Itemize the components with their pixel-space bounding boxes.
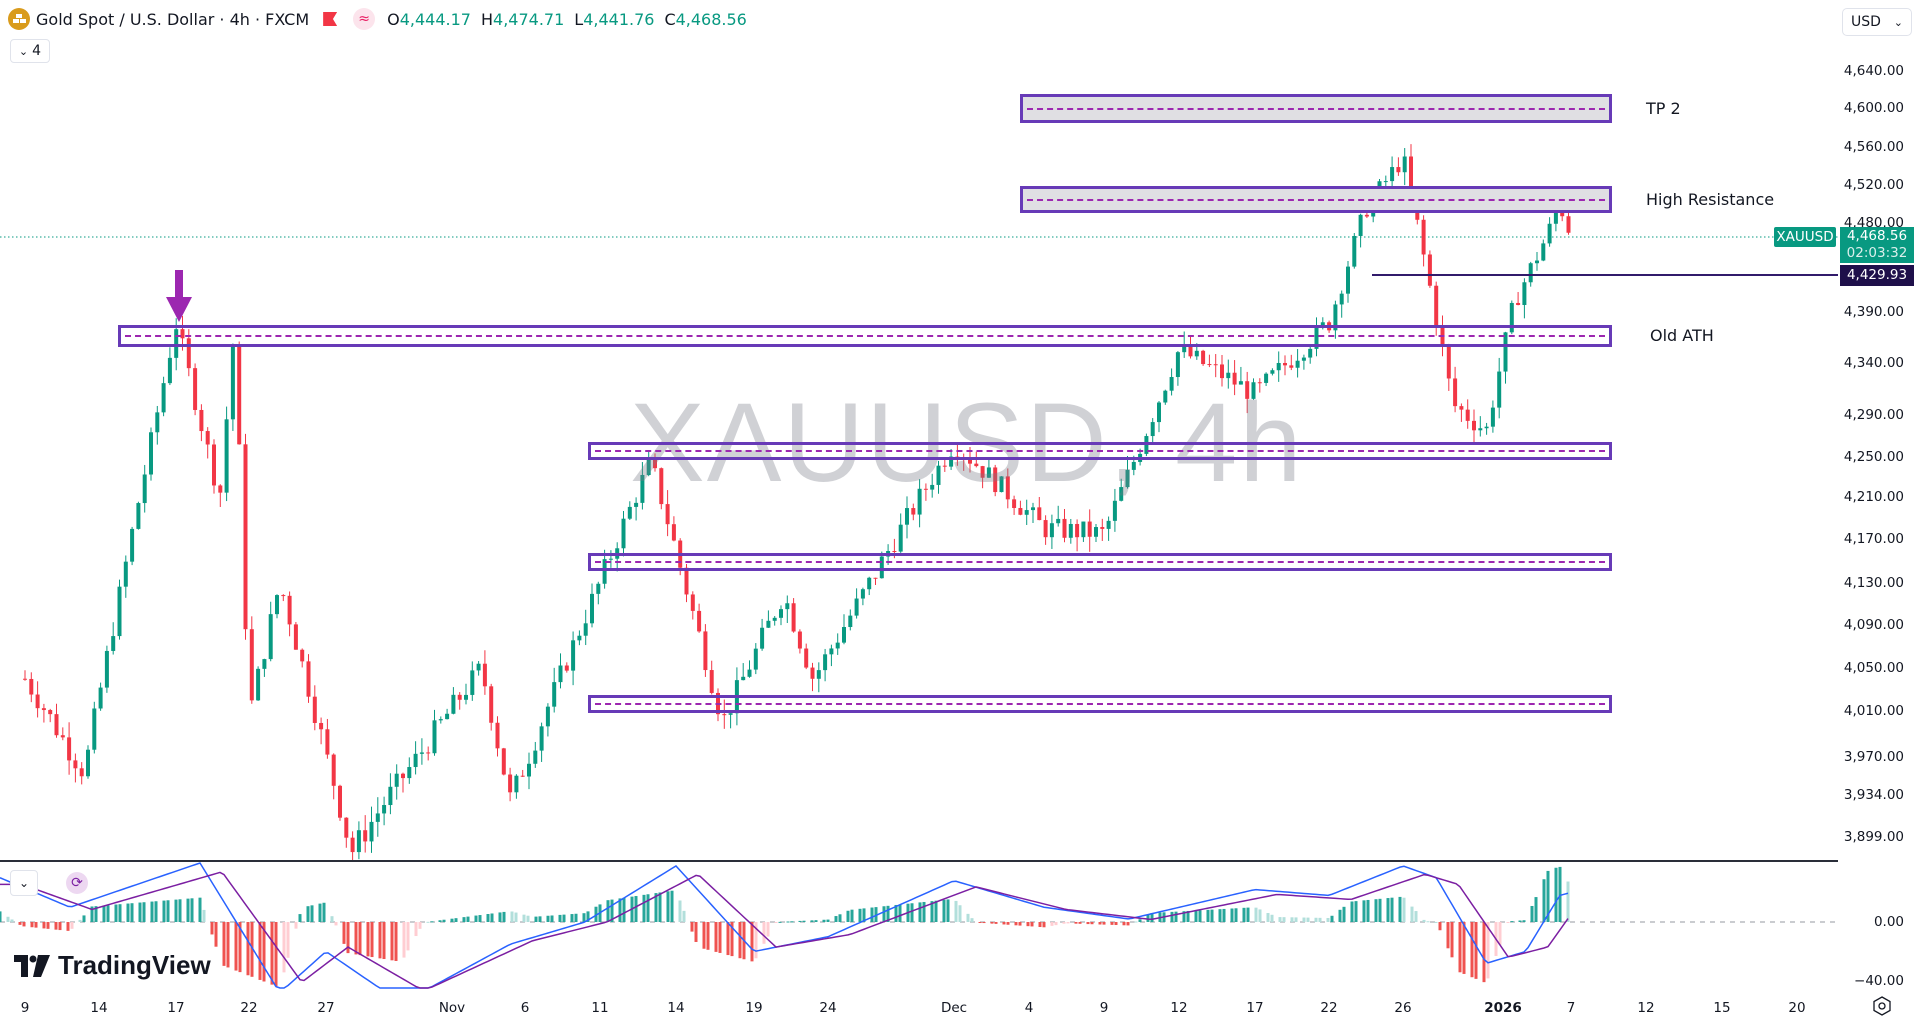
price-tick: 3,970.00	[1843, 749, 1904, 765]
chart-settings-hex-icon[interactable]	[1872, 996, 1892, 1021]
zone-midline	[595, 561, 1605, 563]
price-tick: 4,170.00	[1843, 531, 1904, 547]
last-price-value: 4,468.56	[1846, 228, 1908, 244]
date-tick: 27	[317, 1000, 335, 1016]
date-tick: 17	[167, 1000, 185, 1016]
zone-box-support-4010[interactable]	[588, 695, 1612, 713]
price-tick: 4,290.00	[1843, 407, 1904, 423]
price-chart[interactable]	[0, 0, 1838, 990]
open-value: O4,444.17	[387, 9, 471, 29]
date-tick: 19	[745, 1000, 763, 1016]
zone-midline	[595, 703, 1605, 705]
macd-tick: 0.00	[1873, 914, 1904, 930]
date-tick: Dec	[940, 1000, 968, 1016]
currency-select[interactable]: USD ⌄	[1842, 8, 1912, 36]
price-tick: 4,050.00	[1843, 660, 1904, 676]
date-tick: 2026	[1484, 1000, 1522, 1016]
close-value: C4,468.56	[664, 9, 747, 29]
price-tick: 4,010.00	[1843, 703, 1904, 719]
red-flag-icon[interactable]	[323, 12, 338, 26]
price-tick: 3,934.00	[1843, 787, 1904, 803]
date-tick: 12	[1637, 1000, 1655, 1016]
date-tick: 4	[1024, 1000, 1034, 1016]
chevron-down-icon: ⌄	[18, 44, 29, 58]
date-tick: 22	[1320, 1000, 1338, 1016]
price-tick: 4,250.00	[1843, 449, 1904, 465]
price-tick: 4,090.00	[1843, 617, 1904, 633]
date-tick: 14	[90, 1000, 108, 1016]
date-tick: 12	[1170, 1000, 1188, 1016]
indicator-count: 4	[32, 43, 42, 59]
legend-collapse-button[interactable]: ⌄ 4	[10, 39, 50, 63]
price-tick: 4,640.00	[1843, 63, 1904, 79]
price-tick: 4,390.00	[1843, 304, 1904, 320]
chart-legend-header: Gold Spot / U.S. Dollar · 4h · FXCM ≈ O4…	[8, 6, 747, 32]
zone-label: High Resistance	[1646, 189, 1775, 209]
zone-box-tp-2[interactable]	[1020, 94, 1612, 123]
price-tick: 4,340.00	[1843, 355, 1904, 371]
gold-bars-icon	[8, 8, 30, 30]
date-tick: 7	[1566, 1000, 1576, 1016]
price-tick: 4,600.00	[1843, 100, 1904, 116]
horizontal-line-price-label: 4,429.93	[1840, 265, 1914, 286]
symbol-price-tag: XAUUSD	[1774, 227, 1836, 247]
date-tick: 9	[20, 1000, 30, 1016]
low-value: L4,441.76	[574, 9, 655, 29]
chevron-down-icon: ⌄	[1893, 15, 1903, 29]
zone-box-support-4150[interactable]	[588, 553, 1612, 571]
zone-box-support-4250[interactable]	[588, 442, 1612, 460]
macd-collapse-button[interactable]: ⌄	[10, 870, 38, 896]
tradingview-wordmark: TradingView	[58, 950, 211, 980]
macd-tick: −40.00	[1854, 973, 1904, 989]
price-tick: 4,210.00	[1843, 489, 1904, 505]
zone-midline	[125, 335, 1605, 337]
zone-box-old-ath[interactable]	[118, 325, 1612, 347]
price-axis[interactable]: 4,640.00 4,600.00 4,560.00 4,520.00 4,480.00…	[1838, 0, 1918, 990]
date-tick: 17	[1246, 1000, 1264, 1016]
date-tick: 20	[1788, 1000, 1806, 1016]
time-axis[interactable]: 9 14 17 22 27 Nov 6 11 14 19 24 Dec 4 9 12 17 22 26 2026 7 1…	[0, 990, 1838, 1026]
high-value: H4,474.71	[480, 9, 565, 29]
zone-midline	[1027, 198, 1605, 201]
date-tick: 15	[1713, 1000, 1731, 1016]
date-tick: 26	[1394, 1000, 1412, 1016]
tradingview-mark-icon	[14, 954, 50, 977]
zone-midline	[1027, 107, 1605, 110]
symbol-title[interactable]: Gold Spot / U.S. Dollar · 4h · FXCM	[36, 9, 310, 29]
bar-countdown: 02:03:32	[1846, 245, 1908, 261]
pane-separator[interactable]	[0, 860, 1838, 862]
date-tick: 11	[591, 1000, 609, 1016]
price-tick: 3,899.00	[1843, 829, 1904, 845]
currency-value: USD	[1851, 14, 1881, 30]
date-tick: Nov	[438, 1000, 466, 1016]
price-tick: 4,560.00	[1843, 139, 1904, 155]
chevron-down-icon: ⌄	[18, 876, 30, 890]
last-price-label: 4,468.56 02:03:32	[1840, 227, 1914, 263]
zone-label: TP 2	[1646, 98, 1681, 118]
date-tick: 14	[667, 1000, 685, 1016]
price-tick: 4,130.00	[1843, 575, 1904, 591]
date-tick: 6	[520, 1000, 530, 1016]
date-tick: 24	[819, 1000, 837, 1016]
tradingview-logo[interactable]: TradingView	[14, 950, 211, 981]
ohlc-values: O4,444.17 H4,474.71 L4,441.76 C4,468.56	[387, 10, 747, 29]
zone-label: Old ATH	[1650, 326, 1714, 345]
wave-approx-icon[interactable]: ≈	[353, 8, 376, 30]
refresh-icon[interactable]: ⟳	[66, 872, 88, 894]
zone-midline	[595, 450, 1605, 452]
date-tick: 22	[240, 1000, 258, 1016]
price-tick: 4,520.00	[1843, 177, 1904, 193]
zone-box-high-resistance[interactable]	[1020, 186, 1612, 213]
date-tick: 9	[1099, 1000, 1109, 1016]
